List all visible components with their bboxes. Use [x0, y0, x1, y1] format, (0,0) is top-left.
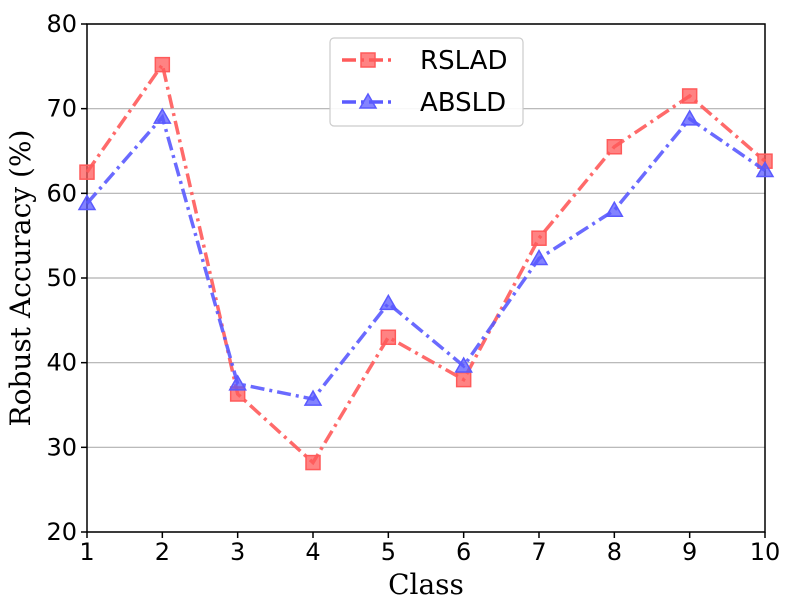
data-point — [454, 356, 473, 373]
x-axis-title: Class — [388, 568, 464, 598]
x-tick-label: 10 — [750, 538, 781, 566]
legend-item: ABSLD — [342, 88, 506, 118]
data-point — [531, 230, 547, 246]
series-line — [85, 60, 767, 466]
data-point — [379, 293, 398, 311]
x-tick-label: 8 — [607, 538, 622, 566]
series-rslad — [79, 56, 773, 471]
legend: RSLAD ABSLD — [329, 37, 524, 127]
data-point — [680, 109, 699, 126]
legend-item: RSLAD — [342, 46, 507, 76]
x-tick-label: 1 — [79, 538, 94, 566]
x-tick-label: 5 — [381, 538, 396, 566]
x-tick-label: 7 — [531, 538, 546, 566]
y-tick-label: 60 — [46, 179, 77, 207]
legend-label: RSLAD — [420, 46, 507, 76]
x-tick-label: 9 — [682, 538, 697, 566]
legend-label: ABSLD — [420, 88, 506, 118]
data-point — [755, 160, 775, 178]
data-point — [79, 164, 95, 180]
data-point — [154, 56, 171, 73]
data-point — [606, 139, 623, 155]
data-point — [228, 374, 247, 391]
y-tick-label: 50 — [46, 264, 77, 292]
y-tick-label: 40 — [46, 349, 77, 377]
data-point — [529, 249, 549, 266]
data-point — [77, 193, 97, 211]
y-tick-label: 30 — [46, 433, 77, 461]
data-point — [455, 371, 472, 388]
legend-marker — [358, 92, 378, 109]
data-point — [605, 200, 624, 218]
y-tick-label: 80 — [46, 10, 77, 38]
data-point — [305, 454, 321, 471]
x-tick-label: 2 — [155, 538, 170, 566]
x-tick-label: 6 — [456, 538, 471, 566]
series-line — [85, 113, 766, 402]
data-point — [681, 88, 698, 104]
legend-marker — [360, 52, 376, 68]
data-point — [153, 107, 172, 124]
y-axis: 20 30 40 50 60 70 80 — [46, 10, 87, 546]
y-tick-label: 70 — [46, 95, 77, 123]
y-tick-label: 20 — [46, 518, 77, 546]
x-axis: 1 2 3 4 5 6 7 8 9 10 — [79, 532, 780, 566]
x-tick-label: 3 — [230, 538, 245, 566]
series-absld — [77, 107, 775, 406]
data-point — [303, 389, 323, 406]
y-axis-title: Robust Accuracy (%) — [4, 130, 37, 427]
data-point — [380, 329, 397, 346]
series-layer — [77, 56, 775, 471]
x-tick-label: 4 — [305, 538, 320, 566]
